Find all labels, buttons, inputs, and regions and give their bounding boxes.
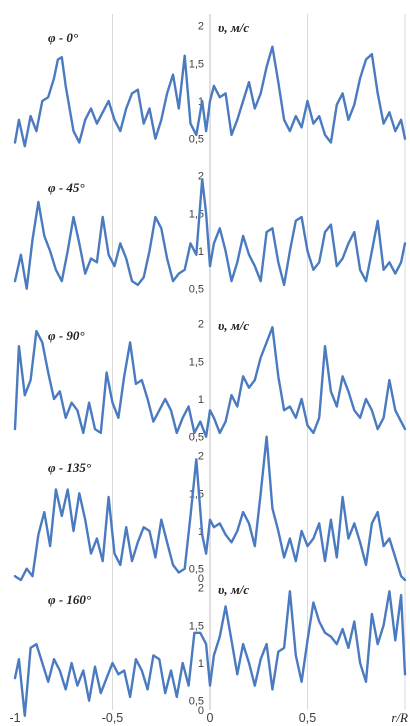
vertical-gridlines <box>112 14 406 710</box>
chart-panels: 2 1,5 1 0,5 φ - 0° υ, м/с 2 1,5 1 0,5 φ - 45° 2 1,5 1… <box>13 20 407 717</box>
y-tick-label: 0 <box>198 573 204 585</box>
x-tick-label: 0,5 <box>299 711 316 725</box>
y-tick-label: 0,5 <box>189 134 204 146</box>
panel-2: 2 1,5 1 0,5 φ - 45° <box>13 171 407 296</box>
y-unit-label: υ, м/с <box>218 582 249 597</box>
x-tick-label: -0,5 <box>102 711 124 725</box>
panel-1: 21,510,5φ - 0°υ, м/с <box>13 20 407 148</box>
x-tick-label: -1 <box>9 711 20 725</box>
series-line <box>13 435 407 582</box>
panel-5: 2 1,5 1 0,50 φ - 160° υ, м/с <box>13 582 407 717</box>
panel-label: φ - 160° <box>48 592 92 607</box>
y-tick-label: 1,5 <box>189 356 204 368</box>
y-tick-label: 1,5 <box>189 488 204 500</box>
y-tick-label: 1,5 <box>189 58 204 70</box>
x-axis: -1 -0,5 0 0,5 r/R <box>9 710 408 725</box>
y-tick-label: 2 <box>198 583 204 595</box>
x-axis-label: r/R <box>391 710 408 725</box>
y-tick-label: 2 <box>198 21 204 33</box>
y-tick-label: 0,5 <box>189 432 204 444</box>
panel-3: 2 1,5 1 0,5 φ - 90° υ, м/с <box>13 318 407 444</box>
y-tick-label: 1 <box>198 658 204 670</box>
series-line <box>13 590 407 717</box>
y-tick-label: 1 <box>198 246 204 258</box>
panel-label: φ - 0° <box>48 30 79 45</box>
series-line <box>13 178 407 290</box>
y-tick-label: 0,5 <box>189 284 204 296</box>
y-tick-label: 0 <box>198 705 204 717</box>
panel-label: φ - 45° <box>48 180 85 195</box>
y-unit-label: υ, м/с <box>218 318 249 333</box>
y-tick-label: 0,5 <box>189 696 204 708</box>
y-tick-label: 2 <box>198 451 204 463</box>
series-line <box>13 326 407 438</box>
y-tick-label: 0,5 <box>189 564 204 576</box>
y-tick-label: 1,5 <box>189 208 204 220</box>
y-tick-label: 1,5 <box>189 620 204 632</box>
panel-label: φ - 90° <box>48 328 85 343</box>
y-tick-label: 2 <box>198 171 204 183</box>
y-tick-label: 1 <box>198 394 204 406</box>
panel-label: φ - 135° <box>48 460 92 475</box>
y-tick-label: 2 <box>198 319 204 331</box>
series-line <box>13 45 407 148</box>
panel-4: 21,510,50φ - 135° <box>13 435 407 585</box>
y-unit-label: υ, м/с <box>218 20 249 35</box>
x-tick-label: 0 <box>207 711 214 725</box>
